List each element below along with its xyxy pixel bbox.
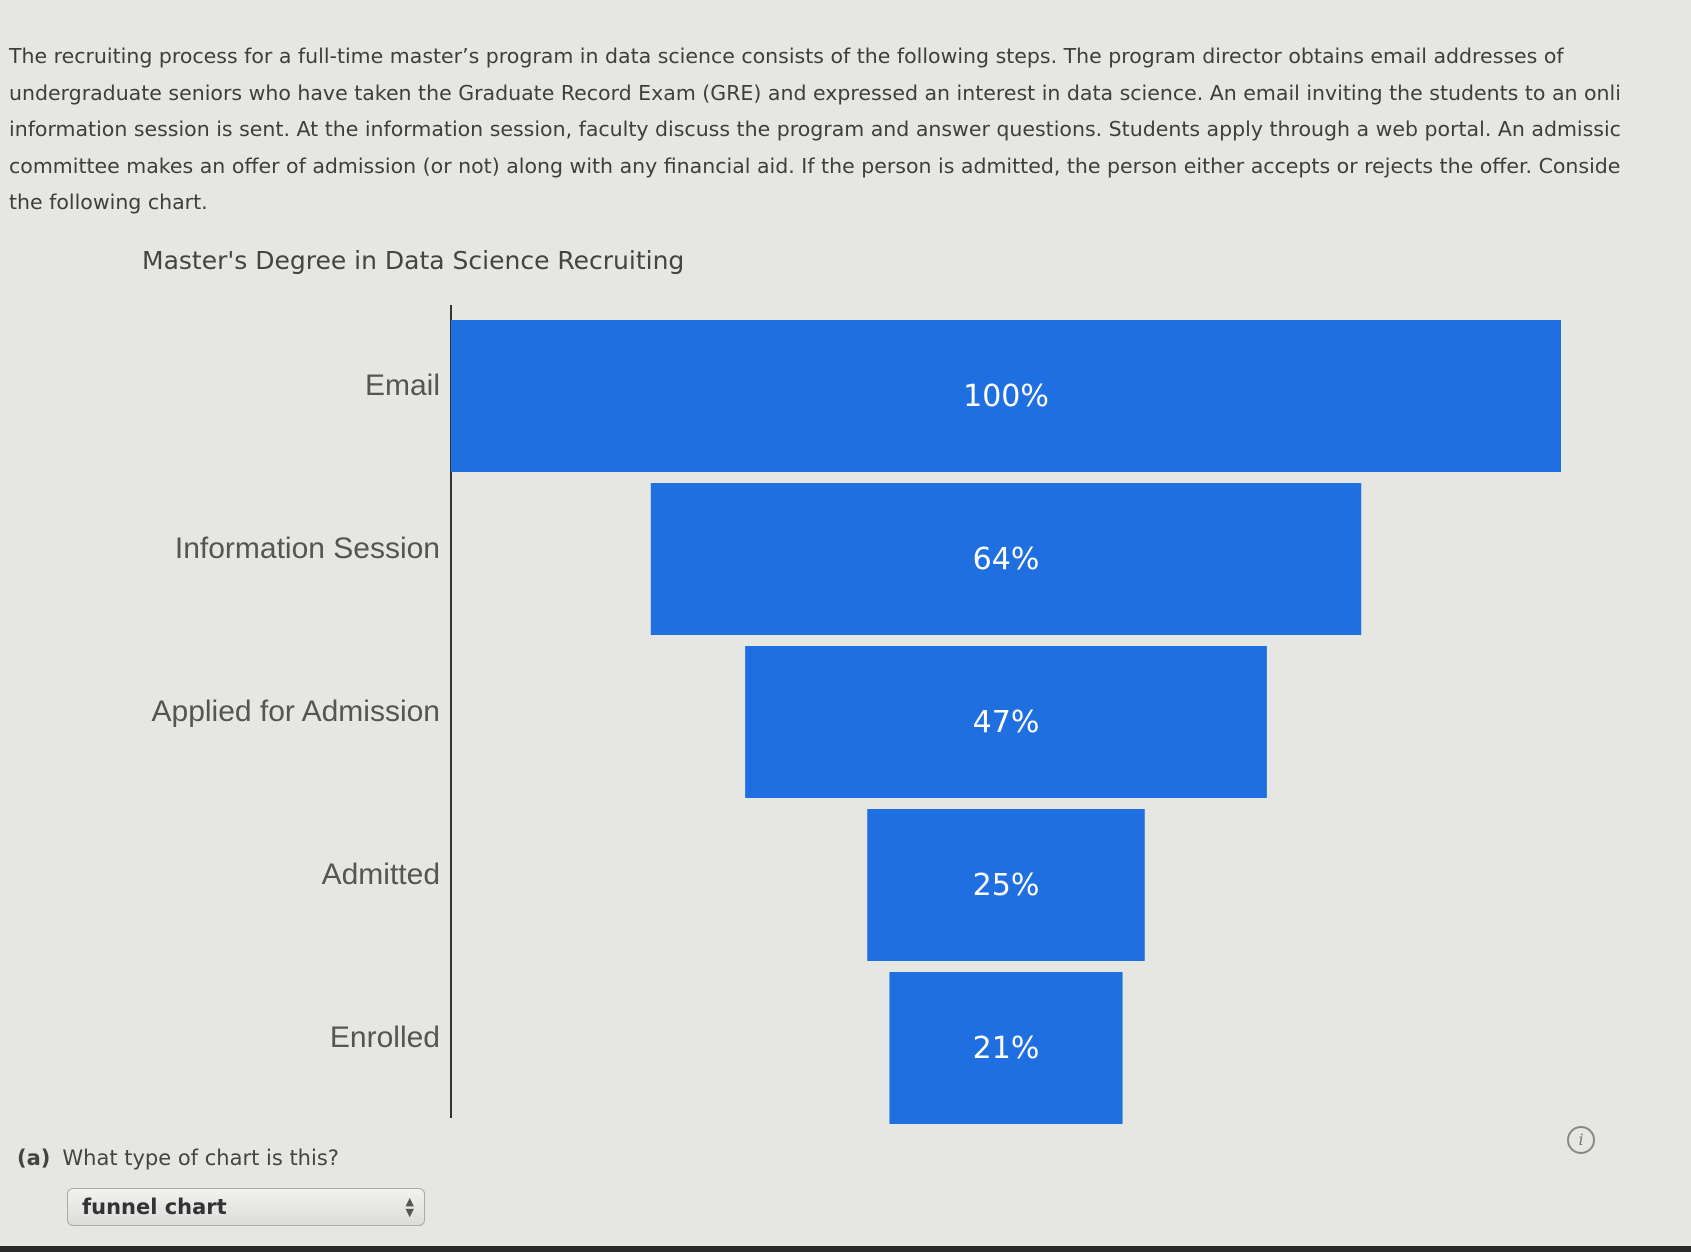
data-label: 21% <box>973 1031 1040 1066</box>
funnel-bar <box>867 809 1145 961</box>
data-label: 64% <box>973 542 1040 577</box>
problem-line: the following chart. <box>9 190 208 214</box>
chart-type-select[interactable]: funnel chart ▲ ▼ <box>67 1188 425 1226</box>
category-label: Enrolled <box>330 1021 440 1054</box>
funnel-bar <box>451 320 1561 472</box>
funnel-bar <box>745 646 1267 798</box>
problem-line: information session is sent. At the info… <box>9 117 1621 141</box>
category-label: Applied for Admission <box>152 695 441 728</box>
question-text: What type of chart is this? <box>62 1146 339 1170</box>
category-label: Information Session <box>175 532 440 565</box>
funnel-bar <box>650 483 1362 635</box>
data-label: 25% <box>973 868 1040 903</box>
info-icon[interactable]: i <box>1567 1126 1595 1154</box>
problem-line: The recruiting process for a full-time m… <box>9 44 1564 68</box>
screen-bezel <box>0 1246 1691 1252</box>
select-value: funnel chart <box>82 1195 227 1219</box>
category-label: Email <box>365 369 440 402</box>
question: (a) What type of chart is this? <box>17 1146 339 1170</box>
problem-statement: The recruiting process for a full-time m… <box>9 38 1691 221</box>
data-label: 47% <box>973 705 1040 740</box>
question-part: (a) <box>17 1146 51 1170</box>
chart-title: Master's Degree in Data Science Recruiti… <box>142 246 685 275</box>
data-label: 100% <box>963 379 1049 414</box>
category-label: Admitted <box>322 858 440 891</box>
funnel-bar <box>889 972 1123 1124</box>
updown-arrows-icon: ▲ ▼ <box>405 1195 414 1219</box>
problem-line: undergraduate seniors who have taken the… <box>9 80 1621 105</box>
problem-line: committee makes an offer of admission (o… <box>9 153 1621 178</box>
